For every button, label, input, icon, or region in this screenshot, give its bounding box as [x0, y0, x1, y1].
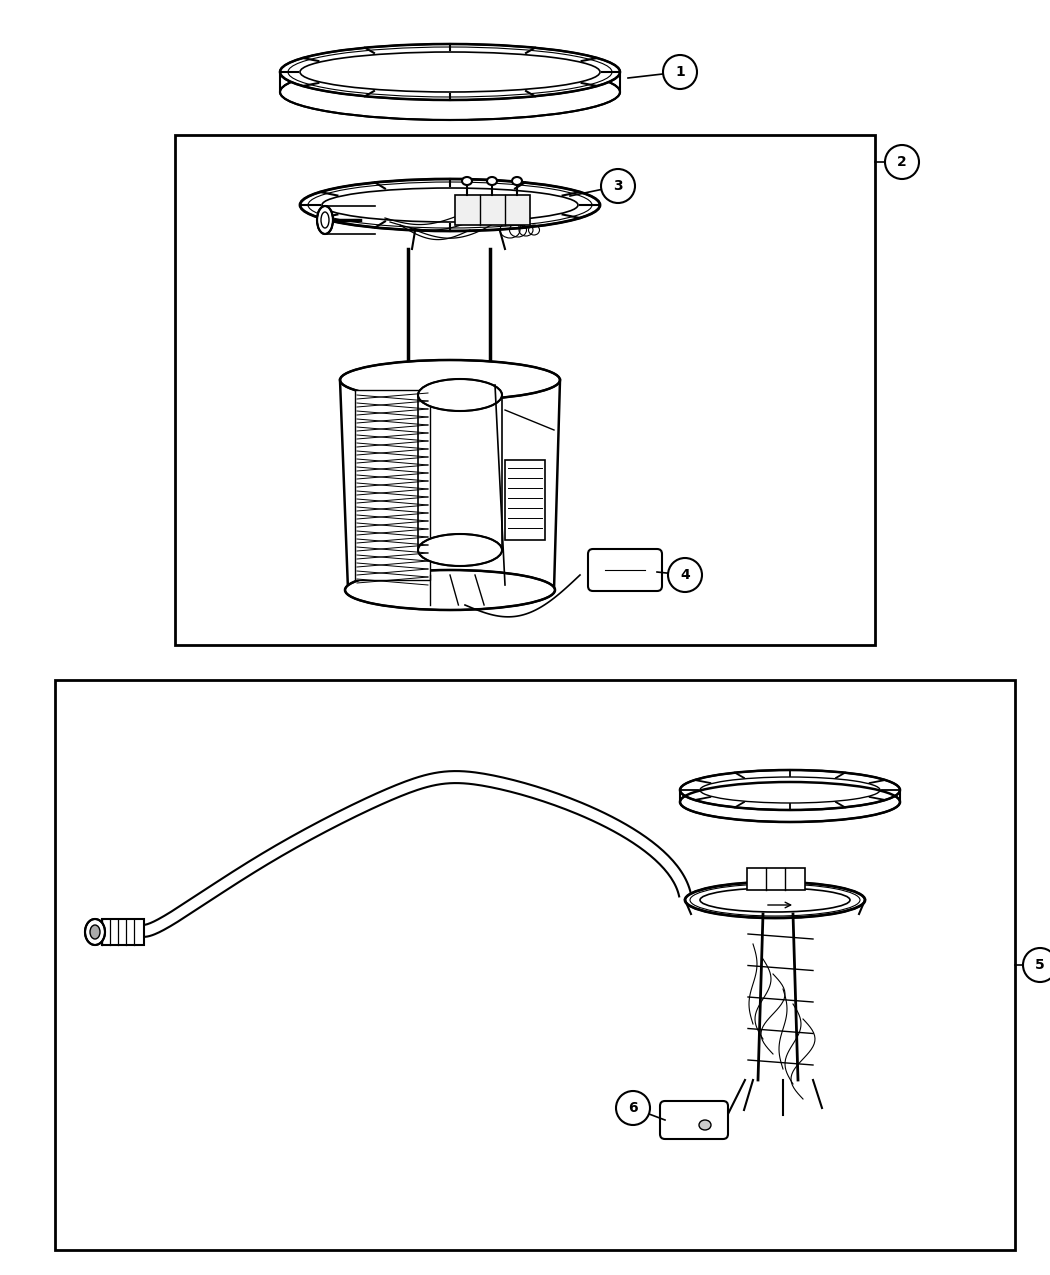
FancyBboxPatch shape	[660, 1102, 728, 1139]
Bar	[355, 390, 430, 580]
Circle shape	[616, 1091, 650, 1125]
Bar	[55, 680, 1015, 1250]
Ellipse shape	[487, 177, 497, 185]
Bar	[102, 919, 144, 945]
Bar	[747, 868, 805, 890]
Circle shape	[601, 170, 635, 203]
Text: 1: 1	[675, 65, 685, 79]
Text: 5: 5	[1035, 958, 1045, 972]
Circle shape	[885, 145, 919, 178]
Bar	[505, 460, 545, 541]
Ellipse shape	[680, 782, 900, 822]
Text: 6: 6	[628, 1102, 637, 1116]
Ellipse shape	[699, 1119, 711, 1130]
Circle shape	[1023, 949, 1050, 982]
Bar	[455, 195, 530, 224]
Ellipse shape	[418, 379, 502, 411]
Ellipse shape	[680, 770, 900, 810]
Text: 2: 2	[897, 156, 907, 170]
Ellipse shape	[280, 64, 620, 120]
Ellipse shape	[85, 919, 105, 945]
Bar	[175, 135, 875, 645]
Circle shape	[668, 558, 702, 592]
Ellipse shape	[90, 924, 100, 938]
Ellipse shape	[685, 882, 865, 918]
Ellipse shape	[512, 177, 522, 185]
Ellipse shape	[462, 177, 472, 185]
Ellipse shape	[340, 360, 560, 400]
Ellipse shape	[317, 207, 333, 235]
Ellipse shape	[300, 179, 600, 231]
Ellipse shape	[345, 570, 555, 609]
Text: 4: 4	[680, 567, 690, 581]
Text: 3: 3	[613, 179, 623, 193]
Ellipse shape	[418, 534, 502, 566]
Circle shape	[663, 55, 697, 89]
FancyBboxPatch shape	[588, 550, 662, 592]
Ellipse shape	[280, 45, 620, 99]
